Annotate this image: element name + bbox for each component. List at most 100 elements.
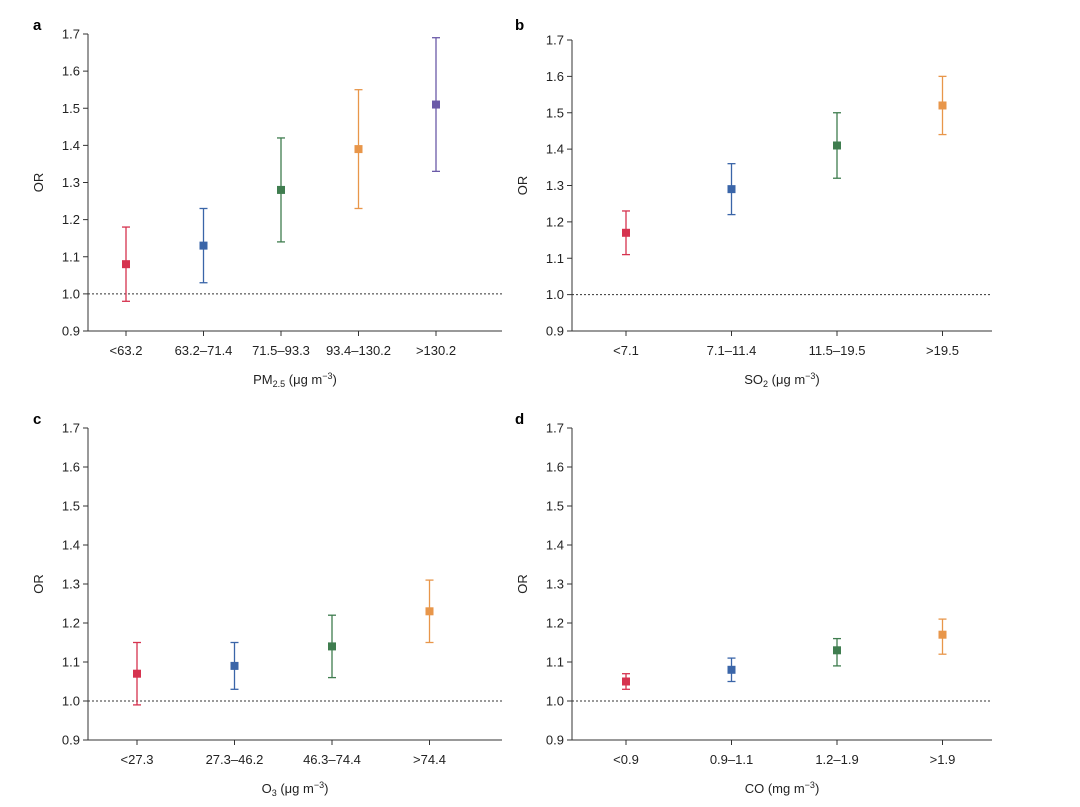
- x-axis-label-superscript: −3: [805, 780, 815, 790]
- x-tick-label: 63.2–71.4: [175, 343, 233, 358]
- y-tick-label: 1.1: [546, 251, 564, 266]
- x-tick-label: <0.9: [613, 752, 639, 767]
- x-tick-label: 71.5–93.3: [252, 343, 310, 358]
- data-point: [230, 661, 239, 670]
- x-axis-label-main: CO: [745, 781, 765, 796]
- chart-panel-c: c 0.9 1.0 1.1 1.2 1.3 1.4 1.5 1.6 1.7 OR <27.3 27.3–…: [31, 411, 502, 798]
- x-axis-label: CO (mg m−3): [745, 780, 820, 796]
- y-tick-label: 1.2: [546, 214, 564, 229]
- data-point: [199, 241, 208, 250]
- y-tick-label: 1.7: [62, 421, 80, 436]
- data-point: [727, 185, 736, 194]
- data-point: [425, 607, 434, 616]
- data-point: [938, 101, 947, 110]
- x-axis-label-superscript: −3: [314, 780, 324, 790]
- y-tick-label: 1.4: [546, 142, 564, 157]
- x-tick-label: 93.4–130.2: [326, 343, 391, 358]
- panel-letter: b: [515, 17, 524, 34]
- y-tick-label: 1.3: [546, 577, 564, 592]
- y-tick-label: 0.9: [62, 733, 80, 748]
- x-axis-label: PM2.5 (μg m−3): [253, 371, 337, 389]
- y-axis-label: OR: [515, 176, 530, 196]
- x-axis-label-subscript: 3: [272, 788, 277, 798]
- y-tick-label: 1.1: [62, 655, 80, 670]
- x-tick-label: >19.5: [926, 343, 959, 358]
- y-tick-label: 1.5: [62, 499, 80, 514]
- x-tick-label: 7.1–11.4: [707, 343, 757, 358]
- y-tick-label: 1.7: [62, 27, 80, 42]
- y-tick-label: 1.1: [546, 655, 564, 670]
- y-tick-label: 1.0: [546, 694, 564, 709]
- chart-panel-b: b 0.9 1.0 1.1 1.2 1.3 1.4 1.5 1.6 1.7 OR <7.1 7.1–11…: [515, 17, 992, 389]
- x-axis-label-subscript: 2: [763, 379, 768, 389]
- y-tick-label: 1.7: [546, 33, 564, 48]
- x-tick-label: >74.4: [413, 752, 446, 767]
- y-tick-label: 1.1: [62, 249, 80, 264]
- y-tick-label: 1.0: [62, 286, 80, 301]
- data-point: [727, 665, 736, 674]
- x-axis-label-unit-close: ): [815, 372, 819, 387]
- x-tick-label: <7.1: [613, 343, 639, 358]
- y-tick-label: 1.5: [62, 101, 80, 116]
- data-point: [833, 646, 841, 655]
- y-tick-label: 1.0: [62, 694, 80, 709]
- x-tick-label: <63.2: [110, 343, 143, 358]
- y-tick-label: 1.6: [546, 69, 564, 84]
- y-tick-label: 1.2: [546, 616, 564, 631]
- y-axis-label: OR: [31, 574, 46, 594]
- x-axis-label-unit: (μg m: [277, 781, 314, 796]
- y-tick-label: 1.3: [62, 577, 80, 592]
- y-tick-label: 1.5: [546, 499, 564, 514]
- x-axis-label-superscript: −3: [322, 371, 332, 381]
- data-point: [328, 642, 336, 651]
- x-axis-label-unit-close: ): [333, 372, 337, 387]
- x-axis-label-superscript: −3: [805, 371, 815, 381]
- y-tick-label: 1.3: [62, 175, 80, 190]
- x-axis-label-unit-close: ): [815, 781, 819, 796]
- x-tick-label: >1.9: [930, 752, 956, 767]
- y-tick-label: 1.6: [546, 460, 564, 475]
- y-tick-label: 1.2: [62, 616, 80, 631]
- x-tick-label: 11.5–19.5: [809, 343, 866, 358]
- data-point: [133, 669, 141, 678]
- y-tick-label: 1.4: [546, 538, 564, 553]
- data-point: [938, 630, 947, 639]
- y-tick-label: 0.9: [546, 733, 564, 748]
- data-point: [622, 228, 630, 237]
- x-axis-label: O3 (μg m−3): [262, 780, 329, 798]
- x-axis-label-main: O: [262, 781, 272, 796]
- x-tick-label: 46.3–74.4: [303, 752, 361, 767]
- x-tick-label: 27.3–46.2: [206, 752, 264, 767]
- y-tick-label: 1.7: [546, 421, 564, 436]
- data-point: [354, 145, 363, 154]
- x-tick-label: >130.2: [416, 343, 456, 358]
- panel-letter: d: [515, 411, 524, 428]
- x-tick-label: <27.3: [121, 752, 154, 767]
- data-point: [432, 100, 440, 109]
- y-tick-label: 1.4: [62, 538, 80, 553]
- panel-letter: a: [33, 17, 42, 34]
- data-point: [833, 141, 841, 150]
- x-axis-label-main: PM: [253, 372, 273, 387]
- y-axis-label: OR: [31, 173, 46, 193]
- x-tick-label: 1.2–1.9: [815, 752, 858, 767]
- y-tick-label: 1.0: [546, 287, 564, 302]
- x-axis-label: SO2 (μg m−3): [744, 371, 820, 389]
- y-axis-label: OR: [515, 574, 530, 594]
- data-point: [122, 260, 130, 269]
- x-tick-label: 0.9–1.1: [710, 752, 753, 767]
- x-axis-label-unit-close: ): [324, 781, 328, 796]
- y-tick-label: 1.3: [546, 178, 564, 193]
- x-axis-label-unit: (μg m: [285, 372, 322, 387]
- y-tick-label: 0.9: [546, 324, 564, 339]
- data-point: [277, 185, 285, 194]
- x-axis-label-unit: (mg m: [764, 781, 804, 796]
- y-tick-label: 1.4: [62, 138, 80, 153]
- chart-panel-d: d 0.9 1.0 1.1 1.2 1.3 1.4 1.5 1.6 1.7 OR <0.9 0.9–1.…: [515, 411, 992, 796]
- x-axis-label-subscript: 2.5: [273, 379, 286, 389]
- y-tick-label: 1.5: [546, 105, 564, 120]
- y-tick-label: 1.6: [62, 64, 80, 79]
- y-tick-label: 1.2: [62, 212, 80, 227]
- y-tick-label: 0.9: [62, 324, 80, 339]
